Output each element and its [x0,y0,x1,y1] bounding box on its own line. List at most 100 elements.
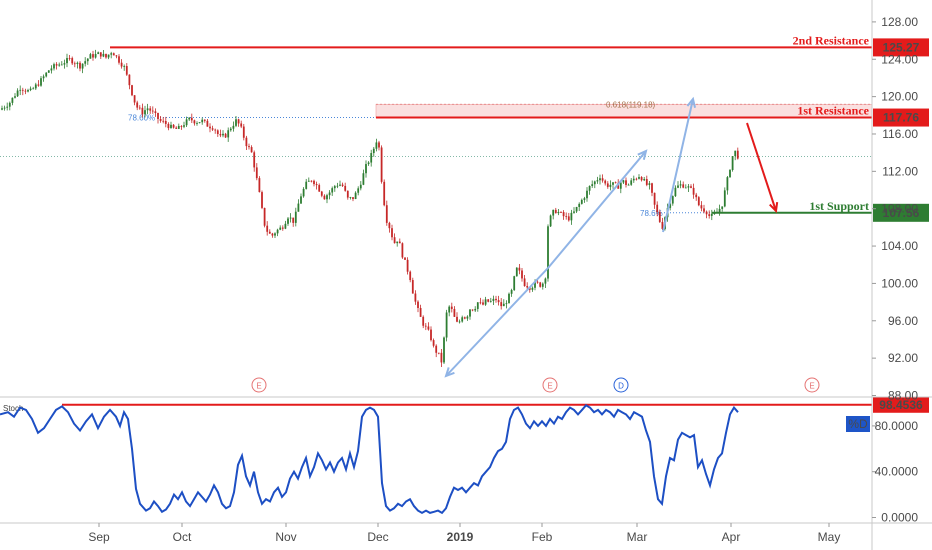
candle-body [292,217,295,223]
candle-body [674,187,677,197]
candle-body [736,150,739,159]
candle-body [170,124,172,129]
candle-body [435,345,438,353]
candle-body [378,142,380,148]
candle-body [604,180,607,184]
candle-body [484,299,487,305]
candle-body [471,309,474,311]
candle-body [443,337,445,363]
time-tick-label: 2019 [447,530,474,544]
candle-body [24,90,27,92]
candle-body [609,184,612,187]
candle-body [27,90,29,92]
candle-body [196,123,198,124]
candle-body [695,194,698,198]
candle-body [318,185,321,192]
candle-body [448,306,451,313]
candle-body [245,137,248,147]
candle-body [557,211,560,214]
stoch-tick-label: 80.0000 [875,419,919,433]
candle-body [281,227,284,229]
candle-body [523,278,526,287]
candle-body [305,181,308,189]
candle-body [60,64,63,66]
candle-body [365,164,367,174]
candle-body [323,195,326,200]
fib-label: 78.6% [640,209,663,218]
candle-body [203,119,206,121]
time-tick-label: Nov [275,530,296,544]
candle-body [414,293,417,302]
candle-body [406,259,409,272]
candle-body [372,148,375,154]
candle-body [253,152,256,168]
candle-body [383,181,386,206]
candle-body [198,122,201,124]
candle-body [47,70,50,73]
candle-body [58,64,61,66]
candle-body [510,290,513,294]
price-tick-label: 124.00 [881,52,918,66]
candle-body [575,206,578,212]
price-tick-label: 92.00 [888,351,918,365]
candle-body [162,120,165,122]
candle-body [536,281,539,283]
candle-body [89,54,92,59]
candle-body [183,125,185,127]
candle-body [440,352,443,363]
candle-body [73,63,76,65]
candle-body [125,66,128,75]
candle-body [123,66,126,67]
candle-body [279,227,282,230]
earnings-marker[interactable] [804,377,820,393]
candle-body [632,178,635,181]
candle-body [175,127,178,129]
price-tick-label: 116.00 [882,127,918,141]
price-tick-label: 100.00 [881,276,918,290]
candle-body [625,180,627,185]
candle-body [313,180,315,185]
indicator-title: Stoch [3,404,23,413]
candle-body [209,126,211,129]
candle-body [274,233,276,236]
candle-body [19,89,22,91]
candle-body [718,208,721,213]
candle-body [346,190,349,198]
candle-body [112,53,115,56]
candle-body [469,309,471,317]
candle-body [658,211,661,222]
projection-arrow-head [686,96,697,108]
candle-body [612,182,614,185]
earnings-marker[interactable] [251,377,267,393]
candle-body [617,182,620,189]
candle-body [573,211,575,213]
candle-body [661,221,664,229]
candle-body [601,178,604,181]
stoch-tick-label: 0.0000 [881,511,918,525]
candle-body [526,286,529,288]
candle-body [180,125,183,127]
candle-body [669,203,672,208]
stoch-level-text: 98.4536 [879,398,923,412]
dividend-marker[interactable] [613,377,629,393]
candle-body [593,181,596,185]
candle-body [700,205,703,209]
candle-body [344,185,347,191]
event-marker-letter: D [618,382,624,391]
price-tick-label: 120.00 [881,90,918,104]
candle-body [554,209,557,214]
candle-body [687,186,690,188]
candle-body [128,74,131,86]
candle-body [248,146,250,148]
earnings-marker[interactable] [542,377,558,393]
candle-body [430,329,432,341]
candle-body [547,226,549,279]
projection-arrow [547,150,647,269]
candle-body [651,183,653,193]
candle-body [370,153,373,163]
price-tick-label: 128.00 [881,15,918,29]
candle-body [297,203,300,212]
candle-body [97,52,100,54]
candle-body [567,216,570,221]
